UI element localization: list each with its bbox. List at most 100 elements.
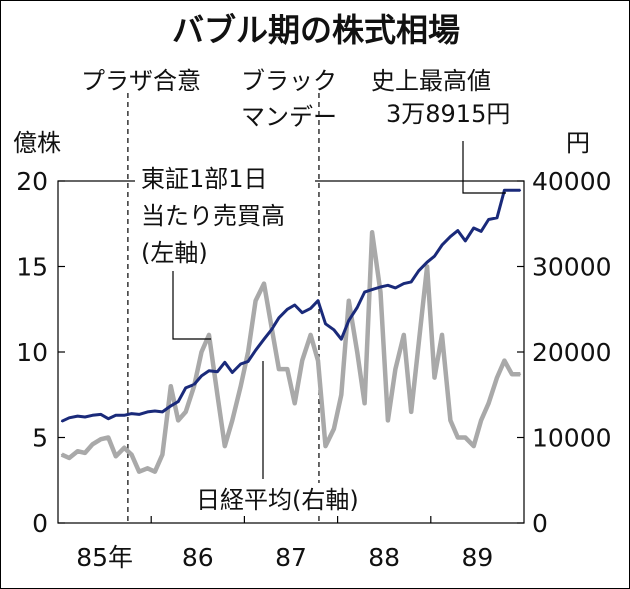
x-axis: 85年 86 87 88 89 <box>76 516 493 572</box>
volume-point <box>123 447 125 449</box>
nikkei-point <box>503 189 506 192</box>
volume-point <box>371 231 373 234</box>
nikkei-point <box>216 370 219 373</box>
nikkei-point <box>417 270 420 272</box>
nikkei-point <box>333 329 335 331</box>
volume-point <box>410 411 413 413</box>
left-tick-label: 5 <box>32 424 48 453</box>
volume-point <box>170 385 172 388</box>
nikkei-point <box>208 370 210 372</box>
peak-label-line1: 史上最高値 <box>371 67 491 95</box>
nikkei-point <box>464 240 467 242</box>
nikkei-point <box>511 189 513 192</box>
volume-point <box>511 373 513 376</box>
right-axis-unit: 円 <box>566 129 590 157</box>
volume-point <box>464 436 467 439</box>
volume-point <box>263 282 265 285</box>
volume-point <box>270 325 273 328</box>
volume-point <box>60 453 63 456</box>
nikkei-point <box>480 230 482 233</box>
volume-point <box>340 394 343 396</box>
x-tick-label: 87 <box>275 543 307 572</box>
volume-point <box>293 402 296 405</box>
volume-point <box>496 376 498 379</box>
nikkei-point <box>138 413 140 416</box>
volume-point <box>379 291 382 293</box>
peak-leader-line <box>462 141 506 194</box>
volume-point <box>333 428 335 430</box>
nikkei-point <box>379 286 382 288</box>
nikkei-point <box>115 414 117 417</box>
volume-point <box>200 351 203 353</box>
event-label: プラザ合意 <box>81 67 201 95</box>
x-tick-label: 85年 <box>76 543 133 572</box>
volume-label-line3: (左軸) <box>141 239 208 267</box>
chart-title: バブル期の株式相場 <box>172 11 460 49</box>
nikkei-annotation: 日経平均(右軸) <box>191 361 391 514</box>
nikkei-point <box>301 311 304 314</box>
nikkei-point <box>410 281 413 283</box>
volume-point <box>324 445 327 447</box>
nikkei-point <box>317 299 319 302</box>
nikkei-point <box>487 218 490 221</box>
volume-label-line1: 東証1部1日 <box>141 165 268 193</box>
volume-point <box>394 368 397 370</box>
nikkei-point <box>146 411 149 413</box>
volume-point <box>348 299 350 302</box>
nikkei-point <box>433 255 436 257</box>
nikkei-label-backdrop <box>191 483 391 513</box>
nikkei-point <box>387 284 389 287</box>
peak-label-line2: 3万8915円 <box>386 100 510 128</box>
volume-point <box>115 455 117 458</box>
left-tick-label: 0 <box>32 509 48 538</box>
volume-point <box>426 265 428 268</box>
nikkei-point <box>68 417 70 419</box>
left-tick-label: 10 <box>16 338 48 367</box>
nikkei-point <box>170 405 172 407</box>
volume-point <box>84 452 86 454</box>
nikkei-point <box>154 410 156 412</box>
nikkei-point <box>519 189 522 192</box>
nikkei-point <box>161 411 164 413</box>
nikkei-series-line <box>61 188 521 423</box>
nikkei-point <box>100 413 102 416</box>
volume-point <box>208 334 210 336</box>
volume-point <box>472 445 475 447</box>
nikkei-point <box>278 317 280 319</box>
nikkei-point <box>263 338 265 341</box>
nikkei-point <box>239 363 242 365</box>
volume-point <box>278 368 280 370</box>
nikkei-point <box>224 361 226 364</box>
volume-point <box>387 419 389 422</box>
nikkei-point <box>247 360 249 363</box>
nikkei-point <box>84 416 86 418</box>
volume-leader-line <box>172 271 211 340</box>
nikkei-point <box>496 217 498 219</box>
volume-point <box>254 299 257 302</box>
volume-point <box>68 457 70 459</box>
volume-point <box>154 470 156 473</box>
volume-point <box>138 470 140 473</box>
left-tick-label: 20 <box>16 167 48 196</box>
volume-point <box>177 419 179 422</box>
volume-point <box>433 376 436 379</box>
event-label: マンデー <box>241 103 337 131</box>
volume-annotation: 東証1部1日 当たり売買高 (左軸) <box>135 161 315 340</box>
volume-point <box>503 359 506 362</box>
volume-point <box>224 445 226 447</box>
nikkei-point <box>363 291 366 293</box>
volume-point <box>301 359 304 362</box>
right-axis: 0 10000 20000 30000 40000 <box>517 167 612 538</box>
volume-label-backdrop <box>135 161 315 271</box>
volume-point <box>403 334 405 336</box>
nikkei-point <box>270 329 273 331</box>
x-tick-label: 89 <box>461 543 493 572</box>
volume-point <box>441 334 443 336</box>
volume-point <box>184 411 187 413</box>
volume-point <box>239 385 242 388</box>
series-points <box>60 189 522 473</box>
nikkei-point <box>449 235 452 238</box>
nikkei-point <box>472 227 475 229</box>
right-tick-label: 30000 <box>532 253 612 282</box>
